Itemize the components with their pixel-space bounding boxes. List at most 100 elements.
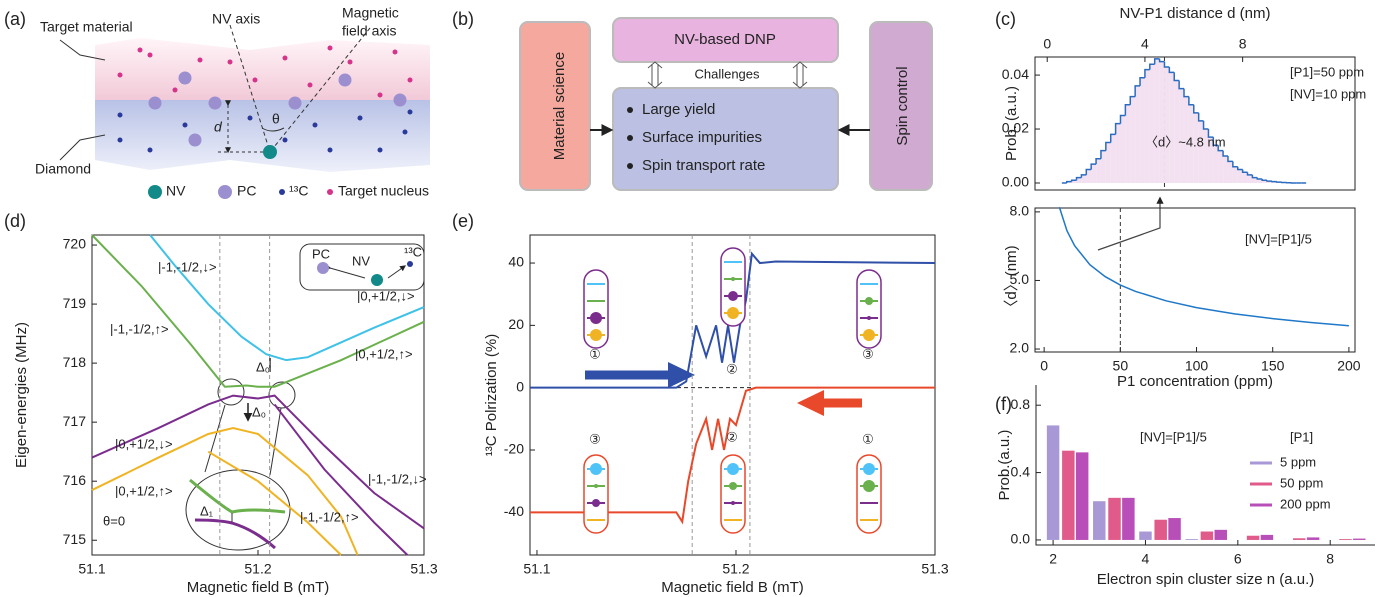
panel-label: (f) (995, 394, 1012, 414)
label: NV axis (212, 11, 260, 27)
y-axis-label: ¹³C Polrization (%) (483, 334, 500, 457)
coupling-arrow (330, 266, 405, 279)
annotation: Δ₀ (256, 359, 270, 374)
y-axis-label: Prob. (a.u.) (1003, 86, 1020, 161)
x-axis-label: Electron spin cluster size n (a.u.) (1097, 571, 1315, 588)
pc-dot (317, 262, 329, 274)
hist-step (1178, 80, 1185, 90)
hist-step (1232, 161, 1238, 168)
hist-bar (1169, 72, 1175, 183)
hist-step (1139, 77, 1145, 86)
bar (1246, 535, 1260, 540)
hist-bar (1125, 104, 1131, 183)
y-tick-label: 0.0 (1011, 531, 1031, 547)
axis (1035, 385, 1375, 546)
annotation: PC (312, 246, 330, 261)
hist-step (1105, 141, 1111, 151)
hist-step (1144, 68, 1150, 78)
x-tick-label: 150 (1261, 358, 1285, 374)
target-nucleus (252, 77, 258, 83)
population (729, 482, 737, 490)
c13 (327, 147, 333, 153)
annotation: |0,+1/2,↓> (357, 288, 415, 303)
hist-bar (1159, 61, 1165, 183)
link-arrow (1097, 196, 1164, 251)
hist-bar (1193, 112, 1199, 183)
x-tick-label: 2 (1049, 551, 1057, 567)
target-nucleus (307, 82, 313, 88)
pc (338, 73, 352, 87)
bar (1154, 519, 1167, 540)
hist-step (1251, 174, 1258, 179)
y-tick-label: 720 (63, 236, 87, 252)
hist-step (1100, 149, 1106, 159)
hist-step (1153, 58, 1160, 65)
target-nucleus (172, 87, 178, 93)
y-tick-label: 2.0 (1010, 340, 1030, 356)
annotation: ③ (589, 431, 601, 446)
c13 (402, 129, 408, 135)
c13 (247, 115, 253, 121)
annotation: ¹³C (404, 244, 422, 259)
hist-bar (1076, 177, 1082, 183)
hist-bar (1149, 64, 1155, 183)
bar (1339, 539, 1352, 540)
hist-bar (1198, 120, 1204, 183)
zoom-line (204, 404, 282, 476)
c13 (312, 122, 318, 128)
hist-bar (1081, 174, 1087, 183)
y-tick-label: 718 (63, 354, 87, 370)
label: θ (272, 111, 280, 127)
annotation: |-1,-1/2,↓> (158, 259, 217, 274)
legend-text: 5 ppm (1280, 454, 1316, 469)
hist-bar (1213, 145, 1219, 183)
target-nucleus (347, 59, 353, 65)
annotation: ① (589, 346, 601, 361)
hist-bar (1115, 123, 1121, 183)
x-axis-label: Magnetic field B (mT) (661, 579, 804, 596)
level-capsule (856, 269, 882, 349)
double-arrow (647, 61, 663, 89)
population (727, 307, 739, 319)
population (594, 484, 598, 488)
diagram-b: Material science NV-based DNP Challenges… (519, 17, 933, 191)
hist-bar (1096, 158, 1101, 183)
series-line (207, 450, 342, 556)
y-tick-label: 20 (508, 316, 524, 332)
c13 (117, 137, 123, 143)
hist-step (1129, 95, 1136, 105)
bar (1200, 531, 1214, 540)
label: Diamond (35, 161, 91, 177)
hist-bar (1227, 161, 1233, 183)
box (612, 87, 839, 191)
theta-arc (261, 127, 285, 132)
label: field axis (342, 23, 396, 39)
x-tick-label: 4 (1142, 551, 1150, 567)
target-nucleus (327, 45, 333, 51)
bar (1093, 501, 1106, 540)
series-line (91, 427, 359, 556)
c13 (282, 137, 288, 143)
box-text: Spin control (894, 66, 911, 145)
hist-step (1168, 66, 1175, 74)
nv-center (263, 145, 277, 159)
hist-bar (1071, 180, 1077, 183)
series-line (91, 234, 425, 388)
level-capsule (720, 247, 746, 327)
hist-step (1271, 180, 1277, 183)
y-tick-label: 40 (508, 254, 524, 270)
box-text: NV-based DNP (674, 31, 776, 48)
y-axis-label: Eigen-energies (MHz) (13, 322, 30, 468)
particles (117, 45, 413, 153)
item: Spin transport rate (642, 157, 765, 174)
bar (1139, 531, 1152, 540)
hist-bar (1164, 66, 1170, 183)
panel-label: (d) (4, 211, 26, 231)
annotation: NV (352, 253, 370, 268)
sweep-arrow (668, 362, 695, 388)
hist-bar (1135, 85, 1141, 183)
hist-step (1246, 172, 1253, 176)
hist-bar (1252, 177, 1258, 183)
y-tick-label: 715 (63, 531, 87, 547)
diamond-layer (95, 100, 430, 172)
